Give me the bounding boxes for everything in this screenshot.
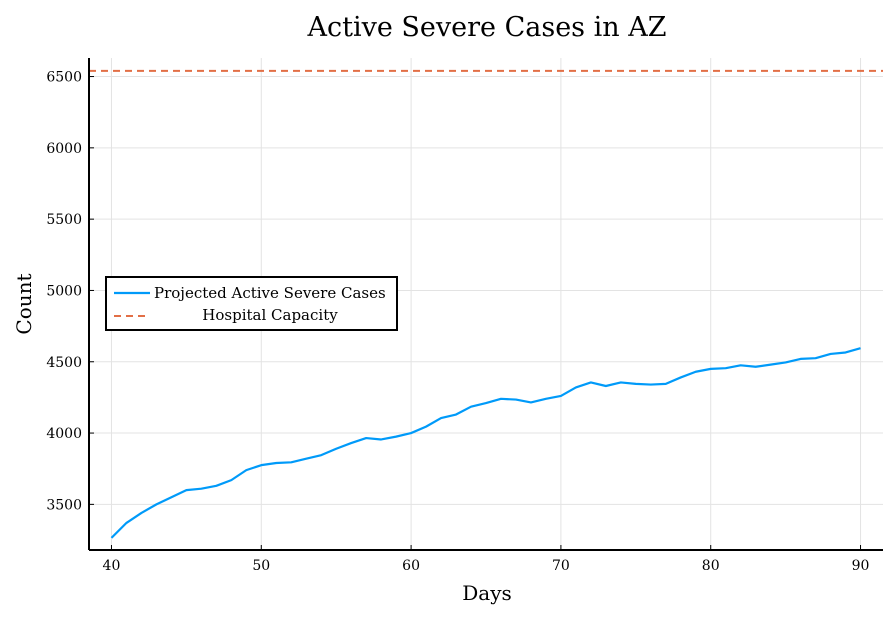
legend-label-capacity: Hospital Capacity — [202, 306, 338, 324]
chart-title: Active Severe Cases in AZ — [307, 12, 667, 43]
x-axis-label: Days — [462, 581, 512, 605]
legend-label-projected: Projected Active Severe Cases — [154, 284, 386, 302]
y-tick-label: 3500 — [46, 497, 82, 513]
y-tick-label: 4000 — [46, 426, 82, 442]
y-tick-label: 5500 — [46, 212, 82, 228]
series-layer — [89, 69, 883, 539]
axes — [88, 58, 883, 551]
x-tick-label: 60 — [402, 558, 420, 574]
y-tick-label: 5000 — [46, 283, 82, 299]
y-axis-label: Count — [12, 273, 36, 334]
x-tick-label: 40 — [103, 558, 121, 574]
y-tick-label: 4500 — [46, 355, 82, 371]
series-line-projected-active-severe-cases — [110, 347, 861, 539]
legend-box — [105, 276, 398, 331]
x-tick-label: 80 — [702, 558, 720, 574]
legend: Projected Active Severe Cases Hospital C… — [105, 276, 398, 331]
x-tick-label: 70 — [552, 558, 570, 574]
tick-labels: 40 50 60 70 80 90 3500 4000 4500 5000 5500 6000 6500 — [46, 70, 869, 574]
y-tick-label: 6500 — [46, 70, 82, 86]
y-tick-label: 6000 — [46, 141, 82, 157]
x-tick-label: 50 — [252, 558, 270, 574]
grid-lines — [89, 58, 883, 550]
x-tick-label: 90 — [852, 558, 870, 574]
